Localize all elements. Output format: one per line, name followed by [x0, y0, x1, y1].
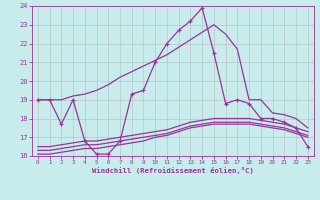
X-axis label: Windchill (Refroidissement éolien,°C): Windchill (Refroidissement éolien,°C) [92, 167, 254, 174]
